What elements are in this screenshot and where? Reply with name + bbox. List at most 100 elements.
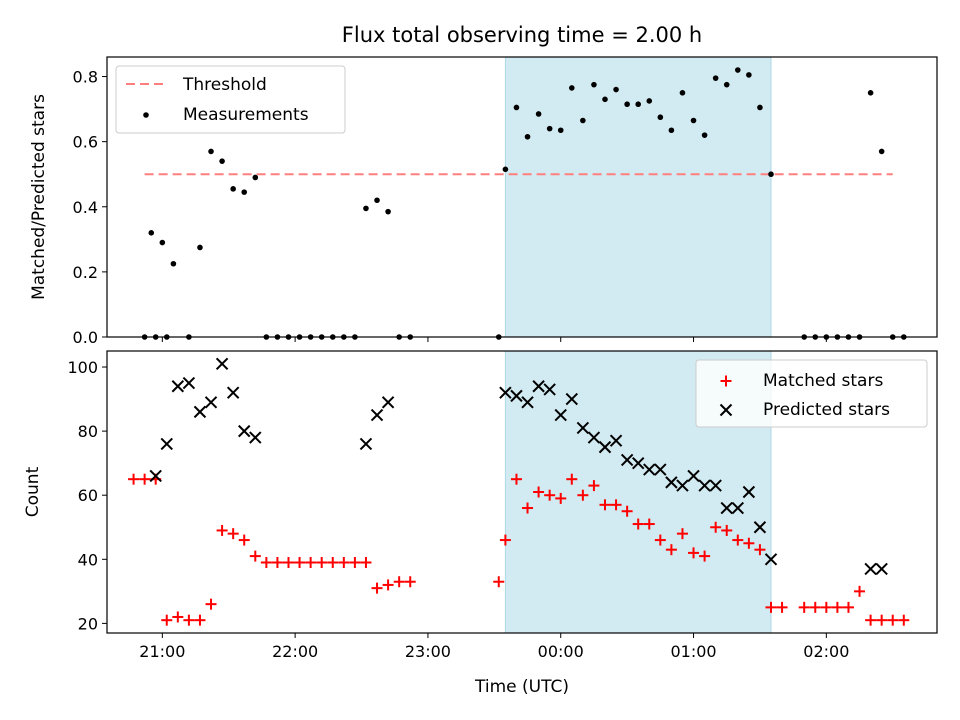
legend-matched-swatch xyxy=(720,375,732,387)
matched-star-point xyxy=(798,601,810,613)
predicted-star-point xyxy=(565,392,579,406)
predicted-star-point xyxy=(359,437,373,451)
y-tick-label-bottom: 20 xyxy=(78,614,98,633)
matched-star-point xyxy=(238,534,250,546)
legend-predicted-marker xyxy=(719,403,733,417)
measurement-point xyxy=(679,90,686,96)
matched-star-point xyxy=(809,601,821,613)
measurement-point xyxy=(535,111,542,117)
predicted-star-point xyxy=(864,562,877,576)
matched-star-point xyxy=(139,473,151,485)
measurement-point xyxy=(524,133,531,140)
matched-star-point xyxy=(887,614,899,626)
matched-star-point xyxy=(194,614,206,626)
legend-measurements-label: Measurements xyxy=(183,105,309,125)
matched-star-point xyxy=(128,473,140,485)
measurement-point xyxy=(374,197,380,204)
predicted-star-point xyxy=(598,440,612,454)
measurement-point xyxy=(712,75,719,81)
matched-star-point xyxy=(643,518,655,530)
legend-top-box xyxy=(115,65,346,134)
measurement-point xyxy=(385,208,391,215)
matched-star-point xyxy=(831,601,843,613)
y-tick-label-top: 0.6 xyxy=(73,133,98,152)
legend-bottom: Matched stars Predicted stars xyxy=(695,359,928,428)
legend-measurements-swatch xyxy=(143,112,149,118)
measurement-point xyxy=(252,174,259,181)
predicted-star-point xyxy=(631,456,645,470)
predicted-star-point xyxy=(609,434,623,447)
measurement-point xyxy=(170,260,177,267)
y-tick-label-top: 0.0 xyxy=(73,328,98,347)
predicted-star-point xyxy=(193,405,207,419)
matched-star-point xyxy=(544,489,556,501)
matched-star-point xyxy=(493,576,505,588)
chart-title: Flux total observing time = 2.00 h xyxy=(342,23,702,47)
legend-predicted-swatch xyxy=(719,403,733,417)
predicted-star-point xyxy=(720,501,733,515)
matched-star-point xyxy=(282,557,294,568)
predicted-star-point xyxy=(182,376,196,390)
matched-star-point xyxy=(360,557,372,568)
measurement-point xyxy=(635,101,641,108)
matched-star-point xyxy=(249,550,261,562)
x-tick-label: 01:00 xyxy=(670,642,716,661)
matched-star-point xyxy=(533,486,545,498)
matched-star-point xyxy=(743,537,755,549)
matched-star-point xyxy=(776,601,788,613)
predicted-star-point xyxy=(620,453,634,467)
matched-star-point xyxy=(721,524,733,536)
matched-star-point xyxy=(382,579,394,591)
legend-predicted-label: Predicted stars xyxy=(763,400,890,420)
measurement-point xyxy=(668,127,675,134)
measurement-point xyxy=(208,148,214,155)
measurement-point xyxy=(602,96,608,103)
predicted-star-point xyxy=(521,396,534,409)
predicted-star-point xyxy=(643,463,656,476)
y-tick-label-top: 0.8 xyxy=(73,68,98,87)
measurement-point xyxy=(230,186,236,192)
predicted-star-point xyxy=(160,437,173,451)
y-tick-label-top: 0.2 xyxy=(73,263,98,282)
measurement-point xyxy=(657,114,664,121)
top-panel-frame xyxy=(106,56,938,338)
matched-star-point xyxy=(699,550,711,562)
x-tick-label: 22:00 xyxy=(272,642,318,661)
measurement-point xyxy=(148,230,155,236)
matched-star-point xyxy=(654,534,666,546)
legend-threshold-label: Threshold xyxy=(182,75,267,95)
matched-star-point xyxy=(227,528,239,540)
matched-star-point xyxy=(371,582,383,594)
matched-star-point xyxy=(820,601,832,613)
measurement-point xyxy=(613,86,619,93)
matched-star-point xyxy=(305,557,317,568)
matched-star-point xyxy=(349,557,361,568)
matched-star-point xyxy=(599,499,611,511)
predicted-star-point xyxy=(532,380,545,393)
matched-star-point xyxy=(632,518,644,530)
predicted-star-point xyxy=(370,408,384,422)
matched-star-point xyxy=(404,576,416,588)
measurement-point xyxy=(878,148,885,155)
matched-star-point xyxy=(393,576,405,588)
matched-star-point xyxy=(172,611,184,623)
measurement-point xyxy=(690,117,697,124)
measurement-point xyxy=(735,67,741,73)
matched-star-point xyxy=(522,502,534,514)
predicted-star-point xyxy=(171,380,185,393)
matched-star-point xyxy=(161,614,173,626)
measurement-point xyxy=(557,127,564,134)
matched-star-point xyxy=(555,492,567,504)
x-axis-label: Time (UTC) xyxy=(474,677,569,697)
legend-bottom-box xyxy=(695,359,928,428)
predicted-star-point xyxy=(687,469,700,483)
predicted-star-point xyxy=(875,562,888,576)
y-tick-label-bottom: 80 xyxy=(78,422,98,441)
x-tick-label: 21:00 xyxy=(139,642,185,661)
matched-star-point xyxy=(732,534,744,546)
matched-star-point xyxy=(294,557,306,568)
matched-star-point xyxy=(876,614,888,626)
matched-star-point xyxy=(610,499,622,511)
matched-star-point xyxy=(665,544,677,556)
